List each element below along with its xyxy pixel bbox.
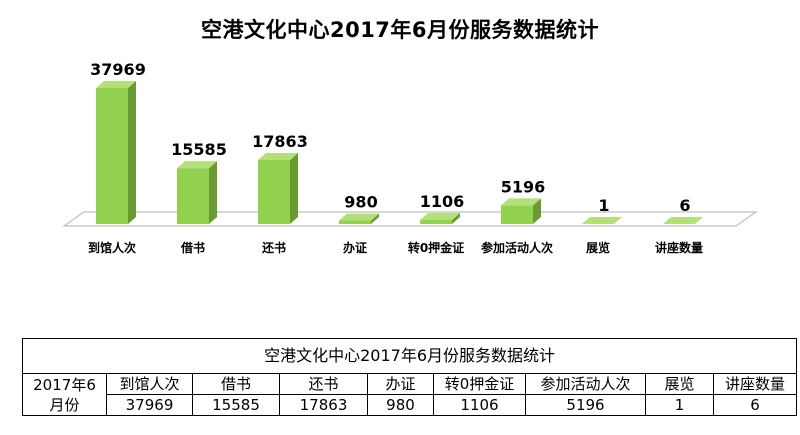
table-header-cell: 讲座数量 (712, 373, 798, 395)
table-value-cell: 5196 (525, 394, 646, 416)
category-label: 参加活动人次 (481, 240, 553, 255)
table-title-row: 空港文化中心2017年6月份服务数据统计 (21, 338, 798, 374)
category-label: 还书 (261, 240, 286, 255)
bars-layer: 37969 到馆人次 15585 借书 17863 还书 980 办证 1106 转0押金证 519… (88, 60, 703, 255)
bar (339, 220, 371, 224)
category-label: 展览 (586, 240, 610, 255)
category-label: 借书 (180, 240, 205, 255)
category-label: 转0押金证 (408, 240, 464, 255)
bar-top (501, 198, 541, 206)
bar-top (258, 153, 298, 161)
bar-top (177, 161, 217, 169)
table-header-cell: 到馆人次 (106, 373, 193, 395)
table-value-cell: 15585 (192, 394, 280, 416)
table-value-cell: 980 (367, 394, 434, 416)
data-label: 17863 (252, 132, 308, 151)
category-label: 到馆人次 (88, 240, 136, 255)
bar (420, 220, 452, 224)
data-label: 15585 (171, 140, 227, 159)
bar-side (695, 216, 703, 224)
table-header-cell: 转0押金证 (433, 373, 526, 395)
bar-top (663, 216, 703, 224)
table-header-cell: 还书 (279, 373, 368, 395)
chart-title: 空港文化中心2017年6月份服务数据统计 (200, 18, 600, 42)
data-label: 5196 (501, 177, 546, 196)
bar-top (96, 81, 136, 89)
bar-side (371, 213, 379, 224)
table-value-row: 37969 15585 17863 980 1106 5196 1 6 (23, 394, 798, 416)
table-header-cell: 展览 (645, 373, 714, 395)
table-header-cell: 参加活动人次 (525, 373, 646, 395)
bar (258, 160, 290, 224)
data-label: 6 (679, 196, 690, 215)
category-label: 办证 (343, 240, 367, 255)
bar-chart: 37969 到馆人次 15585 借书 17863 还书 980 办证 1106 转0押金证 519… (62, 60, 758, 255)
bar-side (533, 198, 541, 224)
bar-side (452, 213, 460, 224)
bar (96, 88, 128, 224)
chart-floor (62, 211, 758, 227)
table-title: 空港文化中心2017年6月份服务数据统计 (21, 338, 798, 374)
bar-side (614, 216, 622, 224)
table-value-cell: 1 (645, 394, 714, 416)
category-label: 讲座数量 (655, 240, 703, 255)
bar-side (290, 153, 298, 224)
bar-side (209, 161, 217, 224)
bar-top (420, 213, 460, 221)
row-header-line2: 月份 (49, 395, 80, 414)
table-value-cell: 1106 (433, 394, 526, 416)
bar-top (582, 216, 622, 224)
row-header-line1: 2017年6 (33, 375, 96, 394)
bar-side (128, 81, 136, 224)
bar-top (339, 213, 379, 221)
table-row-header: 2017年6 月份 (22, 373, 107, 416)
table-value-cell: 6 (712, 394, 798, 416)
data-label: 37969 (90, 60, 146, 79)
table-header-cell: 借书 (192, 373, 280, 395)
table-value-cell: 37969 (106, 394, 193, 416)
data-label: 1106 (420, 192, 465, 211)
table-header-cell: 办证 (367, 373, 434, 395)
table-header-row: 2017年6 月份 到馆人次 借书 还书 办证 转0押金证 参加活动人次 展览 … (22, 373, 798, 416)
data-label: 1 (598, 196, 609, 215)
table-value-cell: 17863 (279, 394, 368, 416)
bar (501, 205, 533, 224)
data-label: 980 (344, 192, 377, 211)
data-table: 空港文化中心2017年6月份服务数据统计 2017年6 月份 到馆人次 借书 还… (21, 338, 798, 416)
bar (177, 168, 209, 224)
